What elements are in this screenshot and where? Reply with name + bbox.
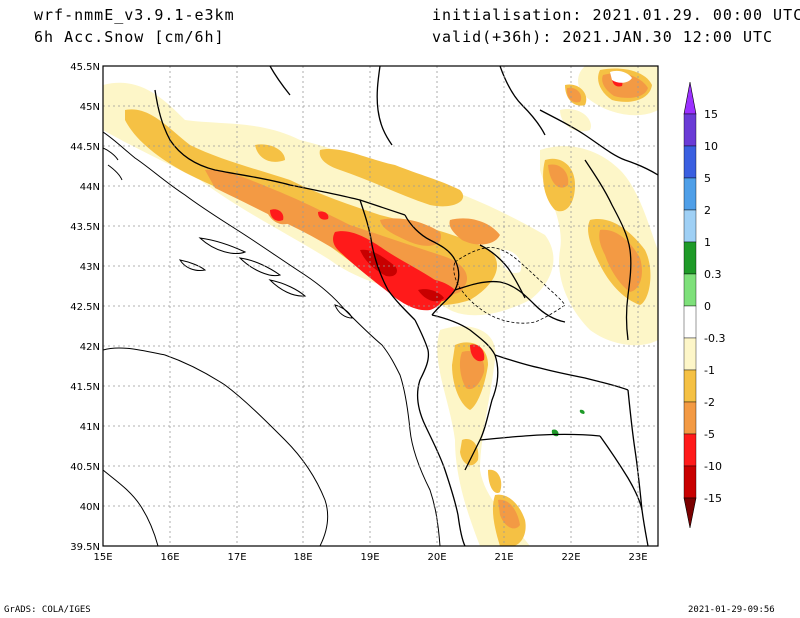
colorbar-label: -10	[704, 460, 722, 473]
lat-label: 41.5N	[70, 382, 100, 393]
lat-label: 43N	[80, 262, 100, 273]
colorbar-label: -15	[704, 492, 722, 505]
colorbar-box	[683, 401, 697, 435]
lon-label: 19E	[360, 552, 379, 563]
lat-label: 39.5N	[70, 542, 100, 553]
init-time: initialisation: 2021.01.29. 00:00 UTC	[432, 6, 800, 24]
footer-credit: GrADS: COLA/IGES	[4, 605, 91, 615]
colorbar-box	[683, 369, 697, 403]
colorbar-box	[683, 465, 697, 499]
lat-label: 44.5N	[70, 142, 100, 153]
colorbar-box	[683, 209, 697, 243]
lat-axis: 45.5N 45N 44.5N 44N 43.5N 43N 42.5N 42N …	[70, 62, 100, 553]
snow-extreme	[360, 249, 444, 302]
colorbar-boxes	[683, 113, 697, 499]
lon-label: 17E	[227, 552, 246, 563]
colorbar-box	[683, 113, 697, 147]
colorbar-bottom-arrow	[683, 497, 697, 529]
colorbar-label: 5	[704, 172, 711, 185]
lon-label: 20E	[427, 552, 446, 563]
kosovo-border	[453, 247, 566, 324]
colorbar-label: -2	[704, 396, 715, 409]
lat-label: 41N	[80, 422, 100, 433]
lat-label: 42.5N	[70, 302, 100, 313]
snow-none	[500, 70, 632, 274]
colorbar-label: 0.3	[704, 268, 722, 281]
country-borders	[154, 66, 658, 546]
valid-time: valid(+36h): 2021.JAN.30 12:00 UTC	[432, 28, 774, 46]
lon-label: 22E	[561, 552, 580, 563]
lat-label: 45N	[80, 102, 100, 113]
map-frame	[102, 65, 659, 547]
lat-label: 43.5N	[70, 222, 100, 233]
field-title: 6h Acc.Snow [cm/6h]	[34, 28, 225, 46]
lat-label: 40.5N	[70, 462, 100, 473]
colorbar-label: -1	[704, 364, 715, 377]
colorbar-label: 1	[704, 236, 711, 249]
lon-label: 16E	[160, 552, 179, 563]
colorbar-label: 15	[704, 108, 718, 121]
colorbar-box	[683, 145, 697, 179]
colorbar-label: 2	[704, 204, 711, 217]
colorbar-labels: 15 10 5 2 1 0.3 0 -0.3 -1 -2 -5 -10 -15	[704, 108, 725, 505]
colorbar-box	[683, 273, 697, 307]
colorbar-box	[683, 337, 697, 371]
lon-label: 21E	[494, 552, 513, 563]
colorbar-box	[683, 433, 697, 467]
colorbar-label: 0	[704, 300, 711, 313]
colorbar-label: -0.3	[704, 332, 725, 345]
snow-field	[103, 66, 658, 546]
colorbar: 15 10 5 2 1 0.3 0 -0.3 -1 -2 -5 -10 -15	[683, 81, 725, 529]
colorbar-box	[683, 305, 697, 339]
lon-label: 18E	[293, 552, 312, 563]
snow-increase	[551, 409, 585, 437]
colorbar-label: -5	[704, 428, 715, 441]
lon-label: 15E	[93, 552, 112, 563]
footer-timestamp: 2021-01-29-09:56	[688, 605, 775, 615]
lon-label: 23E	[628, 552, 647, 563]
lat-label: 44N	[80, 182, 100, 193]
lat-label: 40N	[80, 502, 100, 513]
grid-lines	[103, 66, 658, 546]
lat-label: 42N	[80, 342, 100, 353]
colorbar-label: 10	[704, 140, 718, 153]
colorbar-box	[683, 177, 697, 211]
lon-axis: 15E 16E 17E 18E 19E 20E 21E 22E 23E	[93, 552, 647, 563]
lat-label: 45.5N	[70, 62, 100, 73]
colorbar-top-arrow	[683, 81, 697, 115]
model-title: wrf-nmmE_v3.9.1-e3km	[34, 6, 235, 24]
colorbar-box	[683, 241, 697, 275]
coastlines	[103, 131, 441, 546]
